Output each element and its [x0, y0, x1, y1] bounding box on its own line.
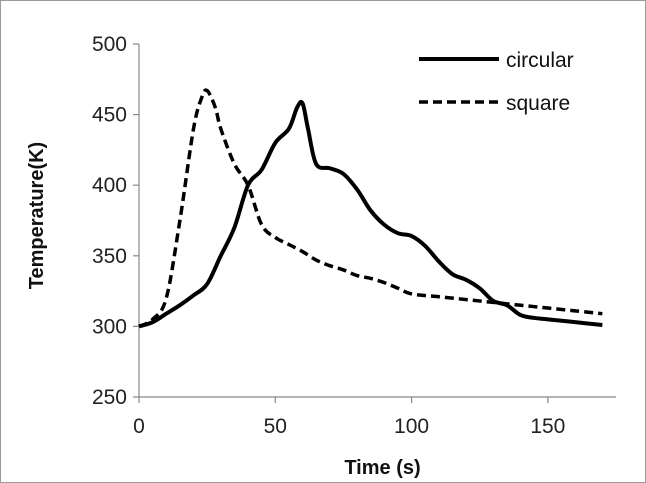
series-line-circular — [138, 99, 603, 329]
legend-label-circular: circular — [506, 49, 574, 72]
series-line-square — [138, 88, 603, 329]
series-layer — [138, 88, 603, 329]
y-tick-label: 250 — [92, 386, 127, 409]
legend-label-square: square — [506, 92, 570, 115]
y-tick-label: 500 — [92, 33, 127, 56]
y-axis-title: Temperature(K) — [26, 142, 48, 289]
legend: circular square — [419, 49, 574, 115]
x-tick-label: 150 — [530, 415, 565, 438]
x-tick-label: 0 — [133, 415, 145, 438]
y-tick-label: 400 — [92, 174, 127, 197]
y-tick-label: 300 — [92, 315, 127, 338]
x-axis-title: Time (s) — [344, 457, 420, 479]
x-axis-ticks: 0 50 100 150 — [133, 397, 565, 438]
x-tick-label: 50 — [264, 415, 287, 438]
y-tick-label: 350 — [92, 245, 127, 268]
y-tick-label: 450 — [92, 104, 127, 127]
y-axis-ticks: 250 300 350 400 450 500 — [92, 33, 139, 409]
axes — [138, 44, 616, 398]
x-tick-label: 100 — [394, 415, 429, 438]
